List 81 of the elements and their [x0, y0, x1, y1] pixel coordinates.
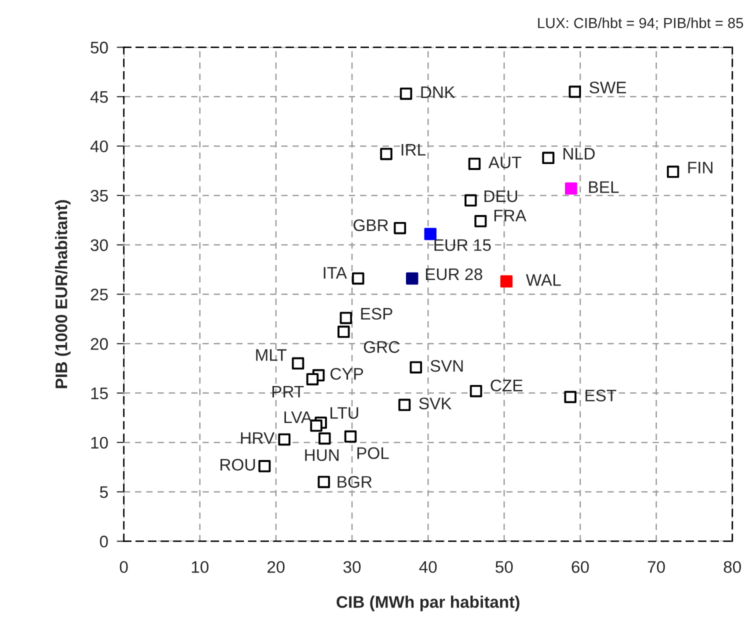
- annotation: HUN: [305, 449, 339, 462]
- annotation: GRC: [364, 341, 400, 353]
- annotation: MLT: [256, 349, 287, 361]
- point: [564, 390, 576, 404]
- point: [410, 361, 422, 374]
- point: [500, 275, 513, 288]
- annotation: EUR 28: [426, 268, 482, 280]
- y-tick-label: 5: [100, 486, 108, 498]
- x-tick-label: 70: [648, 561, 665, 573]
- y-tick-label: 15: [91, 388, 108, 400]
- annotation: SVK: [419, 398, 452, 410]
- x-tick-label: 80: [724, 561, 741, 573]
- point: [398, 398, 411, 412]
- x-tick-label: 50: [496, 561, 513, 573]
- annotation: SWE: [590, 82, 626, 94]
- annotation: CZE: [490, 380, 523, 392]
- y-tick-label: 0: [100, 536, 108, 548]
- point: [568, 86, 582, 98]
- annotation: FRA: [494, 210, 526, 222]
- annotation: SVN: [430, 360, 463, 372]
- annotation: CYP: [330, 368, 364, 380]
- annotation: LVA: [284, 412, 312, 424]
- annotation: BGR: [338, 476, 372, 488]
- y-tick-label: 30: [90, 239, 108, 252]
- annotation: PRT: [272, 386, 304, 398]
- annotation: BEL: [589, 181, 619, 193]
- point: [306, 373, 319, 386]
- x-tick-label: 20: [268, 561, 285, 573]
- point: [474, 215, 487, 228]
- x-tick-label: 30: [343, 561, 361, 573]
- annotation: FIN: [688, 162, 712, 174]
- annotation: ESP: [361, 308, 392, 320]
- point: [310, 420, 322, 432]
- point: [344, 430, 357, 443]
- annotation: LTU: [330, 407, 358, 419]
- point: [318, 432, 331, 445]
- point: [352, 272, 364, 285]
- point: [318, 476, 330, 488]
- annotation: EST: [586, 390, 616, 402]
- y-tick-label: 35: [90, 190, 108, 202]
- annotation: ROU: [220, 458, 255, 471]
- point: [464, 194, 477, 207]
- annotation: GBR: [354, 219, 388, 232]
- x-axis-title: CIB (MWh par habitant): [336, 596, 520, 612]
- point: [406, 272, 418, 285]
- annotation: DNK: [421, 86, 455, 98]
- annotation: EUR 15: [434, 239, 491, 251]
- annotation: IRL: [402, 144, 426, 156]
- y-tick-label: 25: [90, 288, 108, 300]
- point: [400, 88, 412, 100]
- annotation: WAL: [526, 274, 561, 286]
- y-tick-label: 50: [90, 42, 108, 54]
- annotation: HRV: [241, 432, 275, 444]
- point: [470, 384, 482, 398]
- y-axis-title: PIB (1000 EUR/habitant): [55, 200, 71, 388]
- y-tick-label: 20: [90, 338, 108, 350]
- point: [424, 228, 436, 240]
- point: [564, 182, 578, 195]
- point: [258, 460, 271, 472]
- x-tick-label: 60: [572, 561, 589, 573]
- annotation: DEU: [484, 190, 518, 202]
- x-tick-label: 0: [120, 561, 128, 573]
- text: LUX: CIB/hbt = 94; PIB/hbt = 85: [538, 17, 744, 30]
- annotation: POL: [357, 447, 389, 460]
- point: [666, 166, 680, 178]
- point: [468, 158, 481, 170]
- point: [542, 152, 554, 164]
- point: [380, 148, 392, 160]
- y-tick-label: 45: [90, 91, 108, 103]
- y-tick-label: 40: [90, 140, 108, 152]
- point: [278, 433, 290, 446]
- point: [394, 222, 406, 234]
- point: [340, 312, 352, 324]
- point: [338, 326, 350, 338]
- annotation: NLD: [564, 148, 595, 160]
- x-tick-label: 10: [192, 561, 209, 573]
- x-tick-label: 40: [419, 561, 437, 573]
- y-tick-label: 10: [91, 436, 108, 449]
- annotation: AUT: [488, 156, 522, 168]
- point: [292, 357, 304, 370]
- annotation: ITA: [324, 267, 347, 279]
